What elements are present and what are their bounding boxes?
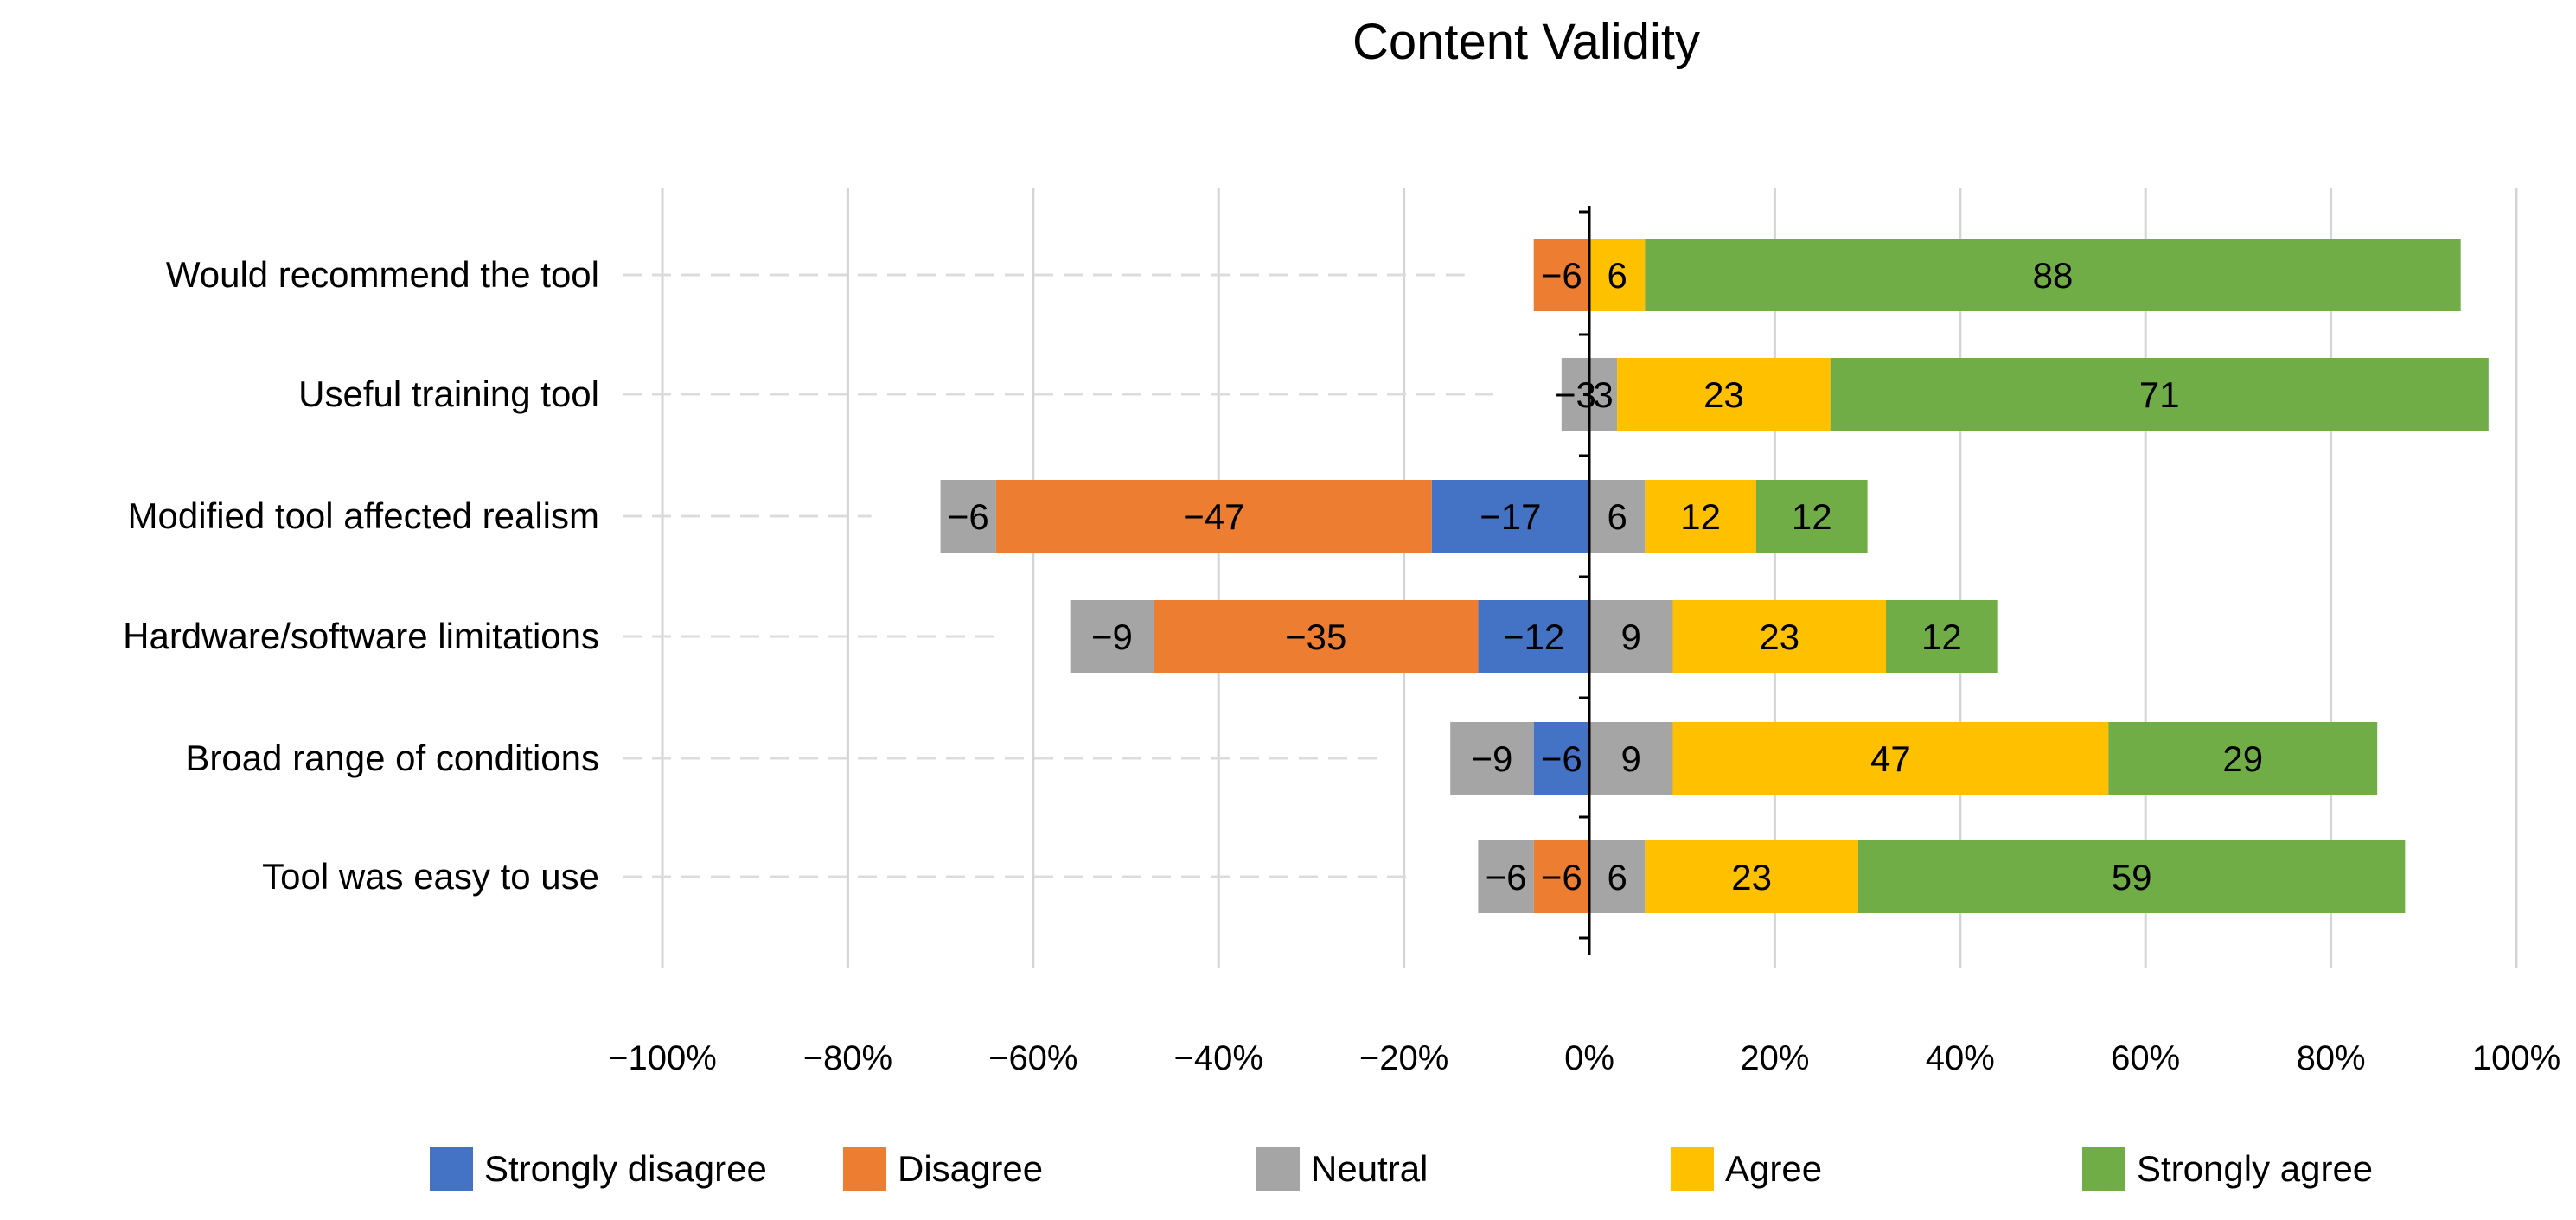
bar-segment bbox=[1589, 358, 1618, 431]
bar-segment bbox=[995, 480, 1432, 553]
bar-value-label: 9 bbox=[1621, 616, 1641, 657]
bar-segment bbox=[1645, 239, 2461, 311]
category-guide-lines bbox=[623, 273, 1493, 878]
bar-segment bbox=[1478, 840, 1534, 913]
bar-segment bbox=[1589, 480, 1646, 553]
x-tick-label: 40% bbox=[1926, 1039, 1995, 1077]
category-label: Modified tool affected realism bbox=[127, 495, 599, 536]
x-tick-label: −80% bbox=[803, 1039, 892, 1077]
bar-segment bbox=[1533, 722, 1589, 795]
bar-segment bbox=[1672, 600, 1887, 673]
bar-value-label: −6 bbox=[1486, 857, 1527, 897]
bar-value-label: 12 bbox=[1792, 496, 1832, 537]
x-axis-tick-labels: −100% −80% −60% −40% −20% 0% 20% 40% 60% 80% 100% bbox=[608, 1039, 2560, 1077]
bar-segment bbox=[1589, 600, 1673, 673]
x-tick-label: −60% bbox=[988, 1039, 1077, 1077]
bar-segment bbox=[940, 480, 996, 553]
bar-segment bbox=[1478, 600, 1589, 673]
legend-swatch bbox=[1671, 1147, 1714, 1191]
category-label: Would recommend the tool bbox=[166, 254, 599, 295]
legend-swatch bbox=[2082, 1147, 2125, 1191]
bar-segment bbox=[1450, 722, 1534, 795]
bar-value-label: −47 bbox=[1183, 496, 1244, 537]
bar-value-label: −6 bbox=[1541, 738, 1582, 779]
bar-value-label: 3 bbox=[1593, 374, 1613, 415]
bar-value-label: 47 bbox=[1870, 738, 1911, 779]
bar-segment bbox=[1533, 239, 1589, 311]
x-tick-label: −20% bbox=[1359, 1039, 1448, 1077]
x-tick-label: 100% bbox=[2472, 1039, 2560, 1077]
chart-title: Content Validity bbox=[1352, 14, 1700, 70]
bar-value-label: 71 bbox=[2139, 374, 2180, 415]
legend: Strongly disagree Disagree Neutral Agree Str… bbox=[430, 1147, 2373, 1191]
legend-swatch bbox=[1256, 1147, 1300, 1191]
bar-value-label: −9 bbox=[1471, 738, 1512, 779]
bar-segment bbox=[1645, 840, 1858, 913]
bar-value-label: 23 bbox=[1759, 616, 1799, 657]
category-label: Broad range of conditions bbox=[185, 738, 599, 778]
bar-value-label: 9 bbox=[1621, 738, 1641, 779]
bar-value-label: 12 bbox=[1680, 496, 1721, 537]
bar-segment bbox=[1533, 840, 1589, 913]
bar-value-label: 23 bbox=[1703, 374, 1744, 415]
bar-segment bbox=[1617, 358, 1831, 431]
bar-value-label: −3 bbox=[1555, 374, 1596, 415]
bar-value-label: −17 bbox=[1480, 496, 1541, 537]
bar-value-label: 29 bbox=[2222, 738, 2263, 779]
bar-value-label: −6 bbox=[1541, 857, 1582, 897]
legend-label: Disagree bbox=[898, 1148, 1043, 1189]
bar-value-label: 12 bbox=[1921, 616, 1962, 657]
x-tick-label: 80% bbox=[2297, 1039, 2366, 1077]
x-tick-label: 0% bbox=[1564, 1039, 1614, 1077]
bar-segment bbox=[1589, 239, 1646, 311]
legend-swatch bbox=[843, 1147, 886, 1191]
x-tick-label: 20% bbox=[1740, 1039, 1809, 1077]
bar-value-label: −9 bbox=[1091, 616, 1133, 657]
bar-segment bbox=[1589, 722, 1673, 795]
x-tick-label: 60% bbox=[2111, 1039, 2180, 1077]
bar-value-label: −12 bbox=[1503, 616, 1564, 657]
bar-value-label: −6 bbox=[948, 496, 989, 537]
bar-value-label: 59 bbox=[2112, 857, 2152, 897]
bar-segment bbox=[2108, 722, 2378, 795]
bar-value-label: 88 bbox=[2033, 255, 2074, 296]
bar-value-label: 6 bbox=[1607, 857, 1627, 897]
bar-segment bbox=[1830, 358, 2489, 431]
bar-value-label: 6 bbox=[1607, 496, 1627, 537]
bar-value-labels: −6 6 88 −33 23 71 −17 −47 −6 6 12 12 −12 −35 −9 9 23 12 −6… bbox=[948, 255, 2263, 897]
x-tick-label: −40% bbox=[1173, 1039, 1262, 1077]
bar-value-label: −35 bbox=[1285, 616, 1346, 657]
grid-lines bbox=[661, 188, 2518, 968]
bar-value-label: −6 bbox=[1541, 255, 1582, 296]
bar-segment bbox=[1672, 722, 2109, 795]
bar-segment bbox=[1857, 840, 2406, 913]
legend-label: Strongly disagree bbox=[484, 1148, 767, 1189]
bar-segment bbox=[1154, 600, 1479, 673]
legend-label: Agree bbox=[1725, 1148, 1822, 1189]
category-label: Hardware/software limitations bbox=[123, 616, 599, 656]
legend-label: Neutral bbox=[1311, 1148, 1428, 1189]
bar-value-label: 6 bbox=[1607, 255, 1627, 296]
bar-segment bbox=[1589, 840, 1646, 913]
legend-label: Strongly agree bbox=[2137, 1148, 2373, 1189]
bar-segment bbox=[1561, 358, 1589, 431]
category-label: Tool was easy to use bbox=[262, 856, 599, 897]
zero-axis bbox=[1579, 206, 1591, 955]
bar-segment bbox=[1886, 600, 1998, 673]
x-tick-label: −100% bbox=[608, 1039, 717, 1077]
bar-segment bbox=[1431, 480, 1589, 553]
legend-swatch bbox=[430, 1147, 473, 1191]
category-label: Useful training tool bbox=[298, 374, 599, 414]
bar-segment bbox=[1645, 480, 1756, 553]
bar-value-label: 23 bbox=[1731, 857, 1772, 897]
category-labels: Would recommend the tool Useful training … bbox=[123, 254, 599, 897]
bar-segment bbox=[1070, 600, 1154, 673]
bar-segment bbox=[1755, 480, 1868, 553]
bar-segments bbox=[940, 239, 2489, 913]
